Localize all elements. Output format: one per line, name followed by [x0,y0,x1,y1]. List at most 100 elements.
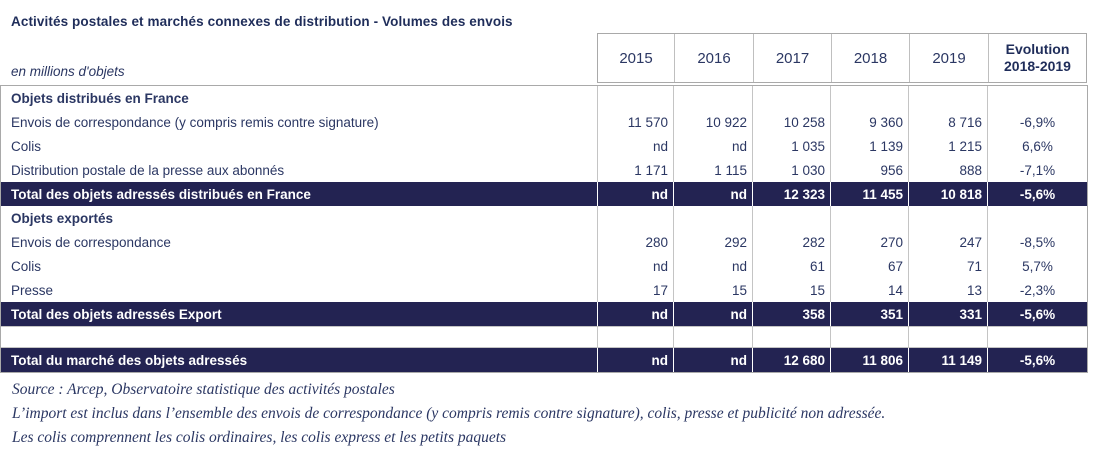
year-column-header-2018: 2018 [831,34,909,82]
cell-2015 [597,206,673,230]
table-row-total: Total du marché des objets adressés nd nd 1… [1,348,1087,372]
cell-evolution: -2,3% [987,278,1087,302]
cell-2016: nd [673,134,752,158]
cell-2019: 11 149 [908,348,987,372]
cell-2019 [908,327,987,347]
table-row-section: Objets distribués en France [1,86,1087,110]
footnotes: Source : Arcep, Observatoire statistique… [0,378,1099,450]
cell-evolution [987,206,1087,230]
cell-2015: nd [597,134,673,158]
row-label: Colis [11,138,42,154]
cell-2019 [908,86,987,110]
footnote-1: Source : Arcep, Observatoire statistique… [12,381,395,398]
cell-2018: 11 806 [830,348,908,372]
row-label: Presse [11,282,54,298]
table-row-total: Total des objets adressés distribués en … [1,182,1087,206]
cell-2019: 8 716 [908,110,987,134]
row-label: Total des objets adressés Export [11,306,222,322]
row-label: Envois de correspondance [11,234,171,250]
cell-2019 [908,206,987,230]
page-title: Activités postales et marchés connexes d… [11,14,513,29]
evolution-column-header: Evolution 2018-2019 [988,34,1086,82]
cell-2018 [830,327,908,347]
year-column-header-2015: 2015 [619,49,653,67]
cell-2015: 17 [597,278,673,302]
cell-2019: 1 215 [908,134,987,158]
row-label: Objets distribués en France [11,90,189,106]
table-row-section: Objets exportés [1,206,1087,230]
cell-evolution: -8,5% [987,230,1087,254]
cell-2016: 10 922 [673,110,752,134]
cell-2017 [752,86,830,110]
cell-2017: 10 258 [752,110,830,134]
year-header-box: 2015 2016 2017 2018 2019 Evolution 2018-2019 [597,33,1087,83]
cell-2019: 71 [908,254,987,278]
cell-2017: 358 [752,302,830,326]
cell-2015: 11 570 [597,110,673,134]
cell-2015 [597,86,673,110]
table-row-data: Distribution postale de la presse aux ab… [1,158,1087,182]
cell-2016 [673,327,752,347]
cell-2015: nd [597,302,673,326]
unit-label: en millions d'objets [11,64,125,79]
cell-2016: nd [673,302,752,326]
cell-2015: nd [597,348,673,372]
cell-2018 [830,86,908,110]
cell-2017: 15 [752,278,830,302]
row-label: Total du marché des objets adressés [11,352,248,368]
cell-2016: 1 115 [673,158,752,182]
cell-2018: 1 139 [830,134,908,158]
cell-2017: 1 035 [752,134,830,158]
cell-2019: 331 [908,302,987,326]
cell-2019: 247 [908,230,987,254]
cell-2018: 956 [830,158,908,182]
row-label: Colis [11,258,42,274]
table-row-data: Colis nd nd 61 67 71 5,7% [1,254,1087,278]
cell-2015: 280 [597,230,673,254]
year-column-header-2019: 2019 [909,34,988,82]
cell-evolution: -6,9% [987,110,1087,134]
cell-2017 [752,206,830,230]
cell-2019: 10 818 [908,182,987,206]
cell-2019: 888 [908,158,987,182]
cell-2017: 12 323 [752,182,830,206]
cell-2015: nd [597,254,673,278]
cell-2018: 67 [830,254,908,278]
evolution-header-line2: 2018-2019 [1004,58,1071,74]
footnote-3: Les colis comprennent les colis ordinair… [12,429,507,446]
evolution-header-line1: Evolution [1005,41,1070,57]
cell-2016: 15 [673,278,752,302]
cell-2018: 351 [830,302,908,326]
cell-2016: 292 [673,230,752,254]
cell-evolution [987,327,1087,347]
table-row-data: Envois de correspondance (y compris remi… [1,110,1087,134]
cell-2017: 61 [752,254,830,278]
cell-evolution: -5,6% [987,348,1087,372]
cell-evolution: 6,6% [987,134,1087,158]
row-label [1,327,597,347]
table-row-data: Presse 17 15 15 14 13 -2,3% [1,278,1087,302]
cell-evolution: -5,6% [987,182,1087,206]
footnote-2: L’import est inclus dans l’ensemble des … [12,405,886,422]
row-label: Objets exportés [11,210,114,226]
table-row-data: Envois de correspondance 280 292 282 270 247-… [1,230,1087,254]
row-label: Distribution postale de la presse aux ab… [11,162,285,178]
cell-2015: nd [597,182,673,206]
cell-2016: nd [673,254,752,278]
cell-2017 [752,327,830,347]
cell-evolution [987,86,1087,110]
cell-2018: 14 [830,278,908,302]
table-row-data: Colis nd nd 1 035 1 139 1 215 6,6% [1,134,1087,158]
table-row-spacer [1,326,1087,348]
cell-2016 [673,206,752,230]
cell-2017: 12 680 [752,348,830,372]
cell-evolution: -7,1% [987,158,1087,182]
row-label: Envois de correspondance (y compris remi… [11,114,379,130]
cell-2018: 9 360 [830,110,908,134]
year-column-header-2017: 2017 [753,34,831,82]
table-row-total: Total des objets adressés Export nd nd 358 3… [1,302,1087,326]
table-header-row: en millions d'objets 2015 2016 2017 2018 201… [0,33,1099,83]
cell-2016: nd [673,348,752,372]
cell-2018: 270 [830,230,908,254]
